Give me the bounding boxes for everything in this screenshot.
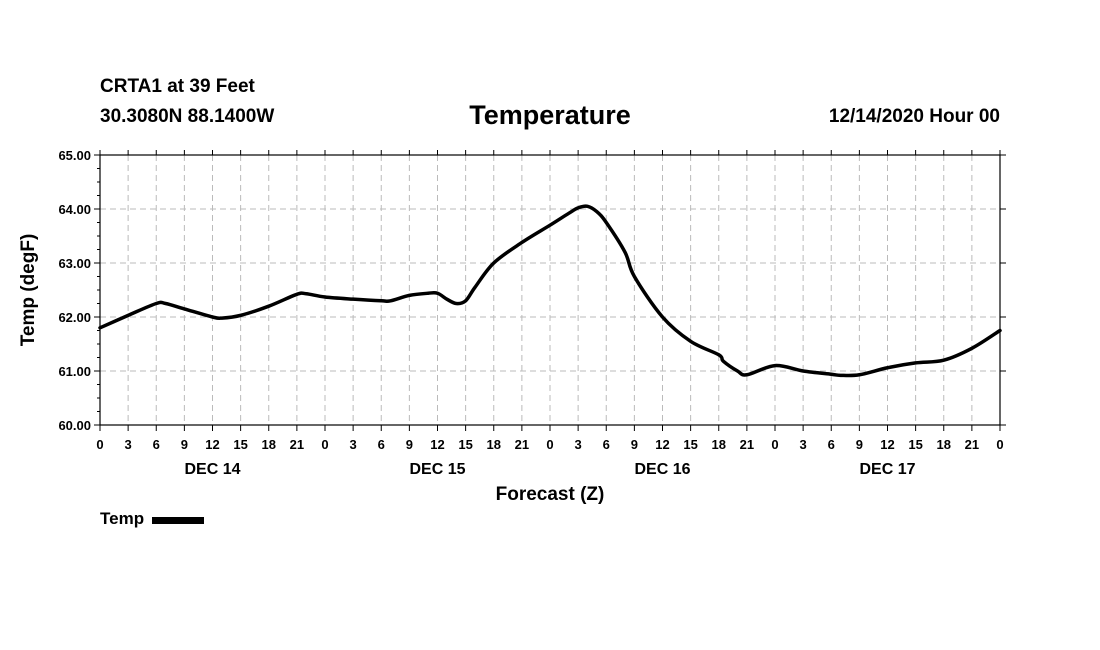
series-line-temp [98,204,1002,378]
x-tick-label: 15 [683,437,697,452]
x-tick-label: 18 [712,437,726,452]
x-tick-label: 9 [406,437,413,452]
x-tick-label: 21 [290,437,304,452]
x-tick-label: 0 [96,437,103,452]
x-tick-label: 6 [153,437,160,452]
x-axis-title: Forecast (Z) [496,484,605,505]
legend: Temp [100,509,205,529]
y-tick-label: 65.00 [58,148,91,163]
x-tick-label: 9 [631,437,638,452]
day-label: DEC 16 [634,461,690,478]
y-tick-label: 63.00 [58,256,91,271]
x-tick-label: 3 [575,437,582,452]
y-tick-label: 60.00 [58,418,91,433]
plot-frame [99,154,1001,426]
x-tick-label: 9 [181,437,188,452]
y-tick-label: 62.00 [58,310,91,325]
day-label: DEC 17 [859,461,915,478]
legend-line-swatch [152,516,205,524]
date-hour-label: 12/14/2020 Hour 00 [828,106,1000,127]
x-tick-label: 12 [430,437,444,452]
x-tick-label: 21 [965,437,979,452]
x-tick-label: 12 [880,437,894,452]
x-tick-label: 6 [603,437,610,452]
x-tick-label: 6 [378,437,385,452]
x-tick-label: 3 [350,437,357,452]
y-axis-title: Temp (degF) [18,234,39,347]
chart-title: Temperature [469,100,631,130]
y-tick-label: 61.00 [58,364,91,379]
y-tick-label: 64.00 [58,202,91,217]
x-tick-label: 0 [321,437,328,452]
x-tick-label: 15 [458,437,472,452]
coordinates-label: 30.3080N 88.1400W [100,106,275,127]
x-tick-label: 0 [546,437,553,452]
x-tick-label: 15 [233,437,247,452]
x-tick-label: 0 [996,437,1003,452]
day-label: DEC 15 [409,461,465,478]
x-tick-label: 9 [856,437,863,452]
day-label: DEC 14 [184,461,240,478]
x-tick-label: 18 [262,437,276,452]
x-tick-label: 18 [487,437,501,452]
x-tick-label: 18 [937,437,951,452]
x-tick-label: 6 [828,437,835,452]
x-tick-label: 21 [740,437,754,452]
x-tick-label: 21 [515,437,529,452]
x-tick-label: 12 [655,437,669,452]
x-tick-label: 3 [125,437,132,452]
x-tick-label: 0 [771,437,778,452]
legend-label: Temp [100,509,145,528]
x-tick-label: 3 [800,437,807,452]
x-tick-label: 15 [908,437,922,452]
x-tick-label: 12 [205,437,219,452]
station-label: CRTA1 at 39 Feet [100,76,255,97]
